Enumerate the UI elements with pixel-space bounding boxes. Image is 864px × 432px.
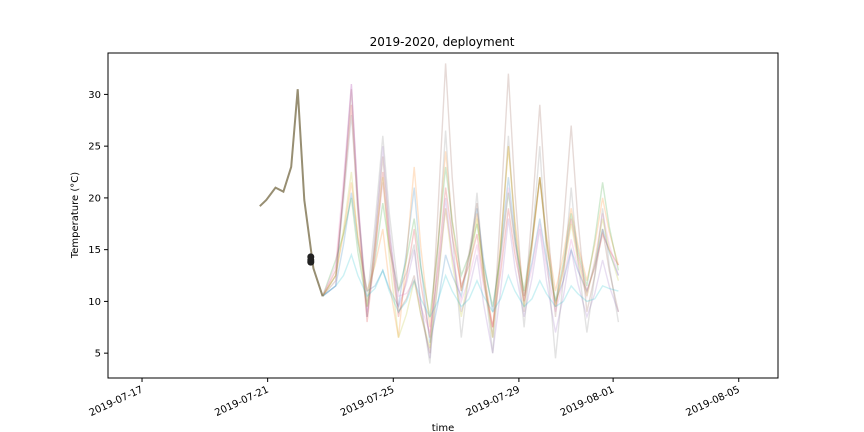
x-axis: 2019-07-17 2019-07-21 2019-07-25 2019-07-29… bbox=[88, 378, 742, 419]
y-axis: 5 10 15 20 25 30 bbox=[88, 90, 108, 360]
x-tick-label: 2019-08-01 bbox=[559, 384, 616, 419]
series-line-5 bbox=[322, 84, 620, 359]
series-line-8 bbox=[322, 115, 620, 364]
series-line-9 bbox=[322, 146, 620, 349]
chart-title: 2019-2020, deployment bbox=[370, 35, 515, 49]
y-tick-label: 10 bbox=[88, 297, 101, 308]
y-tick-label: 25 bbox=[88, 142, 101, 153]
series-line-2 bbox=[322, 146, 620, 338]
series-line-6 bbox=[322, 63, 620, 354]
plot-area bbox=[107, 52, 779, 379]
highlight-series-line bbox=[259, 89, 324, 297]
x-tick-label: 2019-08-05 bbox=[684, 384, 741, 419]
series-line-10 bbox=[322, 252, 619, 319]
series-line-1 bbox=[322, 177, 620, 343]
series-line-7 bbox=[321, 84, 620, 333]
x-tick-label: 2019-07-21 bbox=[213, 384, 270, 419]
marker-layer bbox=[307, 253, 315, 266]
highlight-layer bbox=[259, 89, 324, 297]
marker-point bbox=[307, 258, 315, 266]
y-tick-label: 20 bbox=[88, 193, 101, 204]
x-tick-label: 2019-07-17 bbox=[88, 384, 145, 419]
plot-frame bbox=[107, 52, 779, 379]
x-tick-label: 2019-07-29 bbox=[465, 384, 522, 419]
series-line-3 bbox=[321, 166, 620, 318]
series-layer bbox=[321, 63, 620, 364]
y-axis-label: Temperature (°C) bbox=[70, 172, 81, 259]
x-axis-label: time bbox=[432, 423, 455, 432]
y-tick-label: 30 bbox=[88, 90, 101, 101]
y-tick-label: 15 bbox=[88, 245, 101, 256]
x-tick-label: 2019-07-25 bbox=[339, 384, 396, 419]
y-tick-label: 5 bbox=[95, 349, 101, 360]
series-line-4 bbox=[321, 104, 620, 338]
marker-point bbox=[307, 253, 315, 261]
